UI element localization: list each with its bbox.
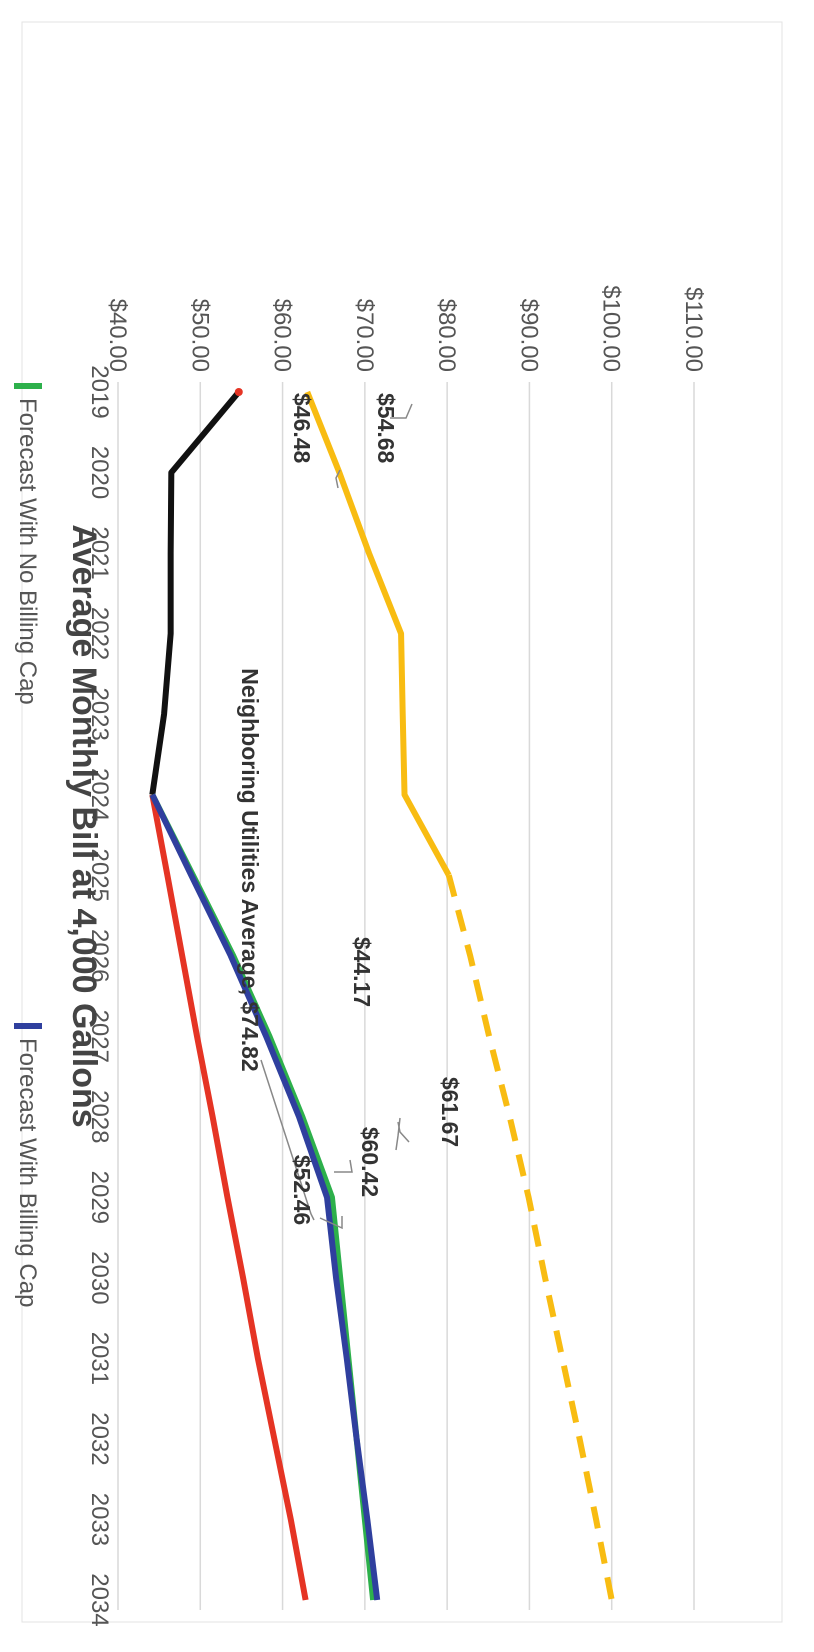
y-tick-label: $50.00 xyxy=(186,299,213,372)
x-tick-label: 2032 xyxy=(86,1412,113,1465)
series-line-neighboring-dashed xyxy=(445,874,615,1601)
y-tick-label: $80.00 xyxy=(433,299,460,372)
data-label: $46.48 xyxy=(289,393,315,464)
series-line xyxy=(149,793,381,1601)
y-tick-label: $60.00 xyxy=(269,299,296,372)
data-label: Neighboring Utilities Average, $74.82 xyxy=(237,668,263,1071)
data-label: $52.46 xyxy=(289,1155,315,1225)
series-line xyxy=(149,390,242,796)
leader-line xyxy=(334,1159,353,1173)
x-tick-label: 2025 xyxy=(86,849,113,902)
x-tick-label: 2022 xyxy=(86,607,113,660)
chart-title: Average Monthly Bill at 4,000 Gallons xyxy=(65,524,103,1127)
y-tick-label: $110.00 xyxy=(680,287,707,372)
x-tick-label: 2030 xyxy=(86,1251,113,1304)
y-tick-label: $40.00 xyxy=(104,299,131,372)
data-label: $54.68 xyxy=(373,393,399,464)
data-point-marker xyxy=(234,388,243,396)
data-label: $60.42 xyxy=(357,1127,383,1197)
data-label: $44.17 xyxy=(349,937,375,1007)
y-tick-label: $100.00 xyxy=(598,285,625,372)
leader-line xyxy=(390,403,413,419)
x-tick-label: 2028 xyxy=(86,1090,113,1143)
x-tick-label: 2027 xyxy=(86,1010,113,1063)
legend-label: Forecast With Billing Cap xyxy=(14,1038,41,1307)
x-tick-label: 2026 xyxy=(86,929,113,982)
x-tick-label: 2020 xyxy=(86,446,113,499)
leader-line xyxy=(260,1059,315,1221)
x-tick-label: 2021 xyxy=(86,526,113,579)
legend-label: Forecast With No Billing Cap xyxy=(14,398,41,705)
x-tick-label: 2034 xyxy=(86,1573,113,1626)
series-line xyxy=(149,794,309,1601)
x-tick-label: 2019 xyxy=(86,365,113,418)
y-tick-label: $90.00 xyxy=(515,299,542,372)
leader-line xyxy=(335,469,341,489)
x-tick-label: 2024 xyxy=(86,768,113,821)
leader-line xyxy=(395,1117,401,1151)
x-tick-label: 2023 xyxy=(86,687,113,740)
plot-area: $40.00 $50.00 $60.00 $70.00 $80.00 $90.00 $100… xyxy=(14,285,707,1627)
x-tick-label: 2031 xyxy=(86,1332,113,1385)
x-tick-label: 2029 xyxy=(86,1171,113,1224)
data-label: $61.67 xyxy=(437,1077,463,1147)
x-tick-label: 2033 xyxy=(86,1493,113,1546)
chart-border xyxy=(21,21,783,1623)
leader-line xyxy=(319,1216,343,1230)
y-tick-label: $70.00 xyxy=(351,299,378,372)
